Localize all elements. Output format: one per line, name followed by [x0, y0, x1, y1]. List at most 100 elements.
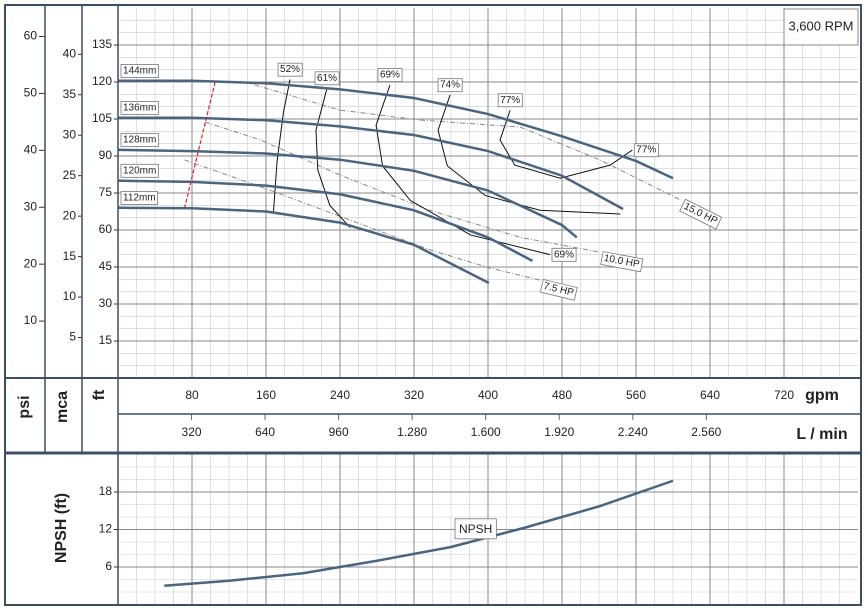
psi-tick-label: 20: [24, 256, 38, 270]
y-tick-label: 120: [92, 74, 112, 88]
impeller-label-box: [120, 101, 159, 115]
rpm-label: 3,600 RPM: [788, 18, 853, 33]
mca-tick-label: 20: [63, 208, 77, 222]
impeller-curve: [117, 179, 533, 262]
efficiency-label: 69%: [554, 249, 574, 260]
efficiency-label-group: 52%: [277, 62, 303, 77]
efficiency-label-box: [377, 68, 403, 83]
efficiency-label-box: [314, 71, 340, 86]
impeller-curve: [117, 206, 490, 285]
efficiency-label-group: 74%: [437, 78, 463, 93]
mca-tick-label: 40: [63, 46, 77, 60]
impeller-label-group: 120mm: [120, 163, 159, 178]
outer-frame: [4, 4, 862, 606]
impeller-label-box: [120, 133, 159, 147]
impeller-label-group: 128mm: [120, 133, 159, 147]
efficiency-label: 74%: [440, 80, 460, 91]
npsh-label-group: NPSH: [454, 518, 497, 540]
psi-tick-label: 50: [24, 86, 38, 100]
impeller-label-box: [120, 191, 159, 205]
efficiency-label-box: [437, 78, 463, 93]
x-tick-label: 160: [256, 388, 276, 402]
x2-tick-label: 960: [329, 425, 349, 439]
impeller-label: 112mm: [123, 192, 156, 203]
power-label-box: [679, 198, 723, 230]
psi-axis-label: psi: [16, 395, 33, 418]
mca-tick-label: 15: [63, 249, 77, 263]
power-curve: [184, 159, 540, 281]
psi-tick-label: 30: [24, 199, 38, 213]
y-tick-label: 45: [99, 259, 113, 273]
x-tick-label: 240: [330, 388, 350, 402]
power-label-group: 10.0 HP: [600, 251, 644, 273]
impeller-label: 120mm: [123, 165, 156, 176]
impeller-label: 144mm: [123, 65, 156, 76]
efficiency-label: 52%: [280, 64, 300, 75]
y-tick-label: 75: [99, 185, 113, 199]
x-tick-label: 720: [774, 388, 794, 402]
y-tick-label: 30: [99, 296, 113, 310]
x2-tick-label: 1.920: [544, 425, 574, 439]
x2-tick-label: 1.280: [397, 425, 427, 439]
efficiency-curve: [499, 109, 633, 179]
efficiency-label-group: 69%: [377, 68, 403, 83]
mca-tick-label: 30: [63, 127, 77, 141]
efficiency-label: 77%: [500, 95, 520, 106]
y-tick-label: 135: [92, 37, 112, 51]
power-label-box: [539, 278, 578, 301]
x-tick-label: 640: [700, 388, 720, 402]
npsh-tick-label: 12: [99, 522, 113, 536]
efficiency-label-group: 69%: [551, 247, 577, 262]
limit-line: [184, 81, 216, 208]
npsh-curve: [164, 479, 674, 587]
gpm-axis-label: gpm: [805, 387, 839, 404]
power-curve: [244, 81, 681, 201]
efficiency-curve: [375, 84, 551, 256]
npsh-axis-label: NPSH (ft): [53, 493, 70, 563]
efficiency-label-box: [277, 62, 303, 77]
impeller-label-group: 136mm: [120, 101, 159, 115]
impeller-label-group: 144mm: [120, 64, 159, 78]
power-label-box: [600, 251, 644, 273]
efficiency-curve: [437, 94, 621, 215]
mca-tick-label: 10: [63, 289, 77, 303]
lmin-axis-label: L / min: [796, 426, 847, 443]
x-tick-label: 80: [185, 388, 199, 402]
psi-tick-label: 60: [24, 29, 38, 43]
power-label-group: 7.5 HP: [539, 278, 578, 301]
impeller-label-group: 112mm: [120, 191, 159, 205]
efficiency-curve: [315, 88, 351, 228]
efficiency-label-box: [551, 247, 577, 262]
npsh-tick-label: 18: [99, 484, 113, 498]
grid: [118, 8, 858, 605]
impeller-curve: [118, 116, 624, 211]
mca-tick-label: 5: [69, 330, 76, 344]
impeller-curve: [118, 79, 674, 180]
efficiency-label-box: [497, 93, 523, 108]
x2-tick-label: 2.560: [691, 425, 721, 439]
y-tick-label: 60: [99, 222, 113, 236]
x-tick-label: 560: [626, 388, 646, 402]
y-tick-label: 105: [92, 111, 112, 125]
psi-tick-label: 40: [24, 142, 38, 156]
mca-axis-label: mca: [54, 391, 71, 423]
power-curve: [204, 121, 601, 253]
efficiency-label-group: 61%: [314, 71, 340, 86]
x2-tick-label: 2.240: [618, 425, 648, 439]
npsh-tick-label: 6: [105, 559, 112, 573]
x2-tick-label: 1.600: [471, 425, 501, 439]
impeller-label-box: [120, 163, 159, 178]
efficiency-label: 69%: [380, 70, 400, 81]
y-tick-label: 15: [99, 333, 113, 347]
x2-tick-label: 320: [182, 425, 202, 439]
rpm-box: [783, 8, 859, 46]
mca-tick-label: 35: [63, 87, 77, 101]
ft-axis-label: ft: [91, 389, 108, 400]
impeller-label-box: [120, 64, 159, 78]
npsh-label-box: [454, 518, 497, 540]
impeller-curve: [117, 148, 578, 239]
x-tick-label: 480: [552, 388, 572, 402]
